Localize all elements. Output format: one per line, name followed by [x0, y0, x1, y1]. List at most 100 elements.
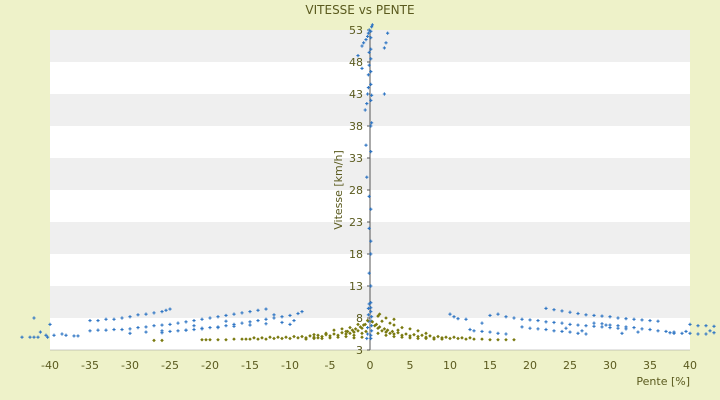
data-point [600, 325, 604, 329]
data-point [366, 306, 370, 310]
y-tick-label: 3 [356, 344, 363, 357]
data-point [28, 335, 32, 339]
data-point [370, 25, 374, 29]
data-point [656, 329, 660, 333]
data-point [366, 86, 370, 90]
data-point [216, 315, 220, 319]
data-point [385, 328, 390, 332]
data-point [332, 328, 336, 332]
data-point [32, 316, 36, 320]
data-point [216, 326, 220, 330]
data-point [536, 318, 540, 323]
data-point [136, 313, 140, 317]
data-point [232, 324, 236, 328]
data-point [656, 319, 660, 323]
data-point [370, 329, 374, 333]
data-point [292, 334, 296, 339]
data-point [370, 23, 374, 27]
data-point [208, 337, 212, 342]
data-point [356, 322, 360, 327]
data-point [144, 330, 148, 334]
data-point [248, 310, 252, 314]
data-point [404, 332, 408, 336]
data-points [20, 23, 716, 343]
data-point [256, 308, 260, 312]
data-point [367, 194, 371, 198]
data-point [544, 327, 548, 332]
data-point [480, 321, 484, 325]
data-point [624, 317, 628, 321]
data-point [536, 327, 540, 331]
data-point [396, 330, 400, 335]
data-point [592, 313, 596, 318]
data-point [366, 313, 370, 317]
data-point [388, 321, 392, 325]
data-point [528, 318, 532, 322]
data-point [369, 57, 373, 61]
data-point [356, 329, 360, 333]
data-point [244, 337, 248, 341]
data-point [328, 336, 332, 340]
data-point [468, 336, 472, 340]
data-point [382, 92, 386, 96]
data-point [488, 337, 492, 342]
data-point [452, 335, 456, 339]
data-point [144, 325, 148, 329]
data-point [374, 322, 379, 327]
data-point [373, 323, 377, 328]
data-point [400, 333, 404, 338]
data-point [112, 327, 116, 332]
data-point [468, 327, 472, 332]
data-point [264, 307, 268, 311]
data-point [392, 323, 396, 327]
data-point [367, 226, 371, 230]
x-axis-label: Pente [%] [636, 375, 690, 388]
data-point [144, 312, 148, 316]
data-point [256, 318, 260, 323]
data-point [364, 329, 368, 334]
data-point [88, 318, 92, 323]
data-point [688, 322, 692, 326]
data-point [544, 320, 548, 324]
y-tick-label: 23 [349, 216, 363, 229]
data-point [96, 318, 100, 323]
data-point [560, 329, 564, 334]
data-point [464, 337, 468, 341]
data-point [432, 337, 436, 341]
data-point [680, 331, 684, 335]
data-point [200, 317, 204, 321]
data-point [496, 312, 500, 316]
data-point [366, 31, 370, 35]
data-point [168, 322, 172, 326]
data-point [704, 324, 708, 328]
data-point [392, 334, 396, 339]
data-point [448, 336, 452, 341]
data-point [296, 311, 300, 316]
data-point [365, 175, 369, 179]
data-point [264, 317, 268, 321]
x-tick-label: -5 [325, 359, 336, 372]
data-point [276, 335, 280, 339]
data-point [370, 320, 375, 324]
data-point [164, 308, 168, 312]
data-point [366, 332, 370, 336]
x-tick-label: -25 [161, 359, 179, 372]
data-point [512, 316, 516, 320]
data-point [152, 338, 156, 343]
data-point [560, 309, 564, 313]
data-point [384, 41, 388, 45]
data-point [488, 313, 492, 318]
data-point [568, 322, 572, 326]
data-point [396, 328, 400, 332]
x-tick-label: 25 [563, 359, 577, 372]
data-point [456, 317, 460, 321]
x-tick-label: 15 [483, 359, 497, 372]
data-point [408, 336, 412, 340]
data-point [712, 331, 716, 335]
data-point [176, 321, 180, 325]
data-point [200, 337, 204, 342]
data-point [272, 336, 276, 341]
data-point [136, 326, 140, 330]
data-point [424, 336, 428, 341]
